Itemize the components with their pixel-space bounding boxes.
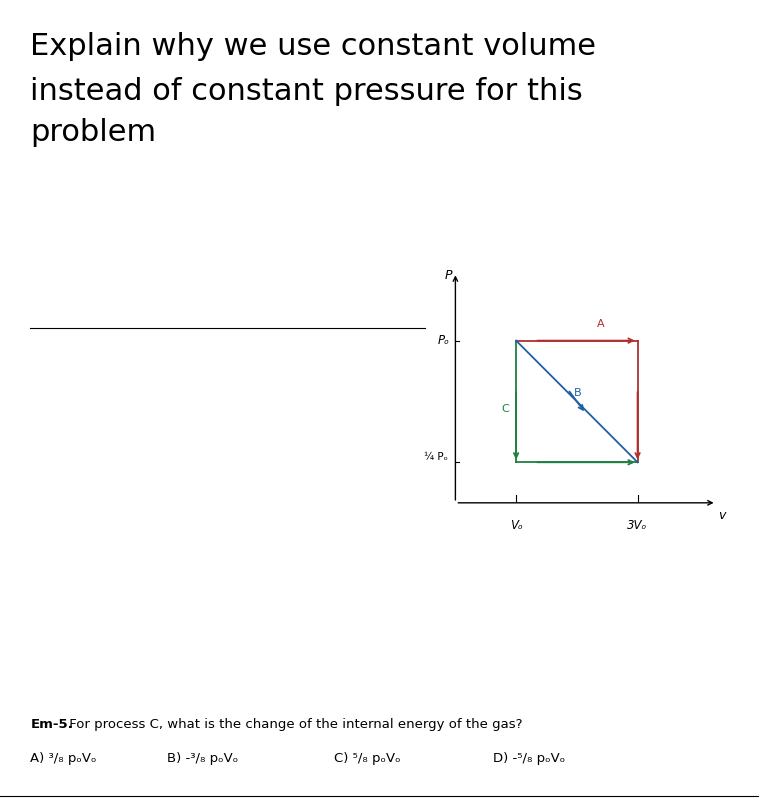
Text: Pₒ: Pₒ [437, 334, 449, 347]
Text: Explain why we use constant volume: Explain why we use constant volume [30, 32, 597, 62]
Text: problem: problem [30, 118, 156, 147]
Text: C) ⁵/₈ pₒVₒ: C) ⁵/₈ pₒVₒ [334, 752, 401, 765]
Text: D) -⁵/₈ pₒVₒ: D) -⁵/₈ pₒVₒ [493, 752, 565, 765]
Text: A: A [597, 320, 605, 329]
Text: P: P [444, 269, 452, 282]
Text: A) ³/₈ pₒVₒ: A) ³/₈ pₒVₒ [30, 752, 97, 765]
Text: Vₒ: Vₒ [510, 519, 522, 532]
Text: Em-5.: Em-5. [30, 718, 73, 731]
Text: For process C, what is the change of the internal energy of the gas?: For process C, what is the change of the… [65, 718, 522, 731]
Text: C: C [501, 404, 509, 414]
Text: B) -³/₈ pₒVₒ: B) -³/₈ pₒVₒ [167, 752, 238, 765]
Text: 3Vₒ: 3Vₒ [628, 519, 647, 532]
Text: instead of constant pressure for this: instead of constant pressure for this [30, 77, 583, 106]
Text: ¼ Pₒ: ¼ Pₒ [424, 453, 448, 462]
Text: B: B [574, 388, 581, 397]
Text: v: v [718, 509, 725, 522]
